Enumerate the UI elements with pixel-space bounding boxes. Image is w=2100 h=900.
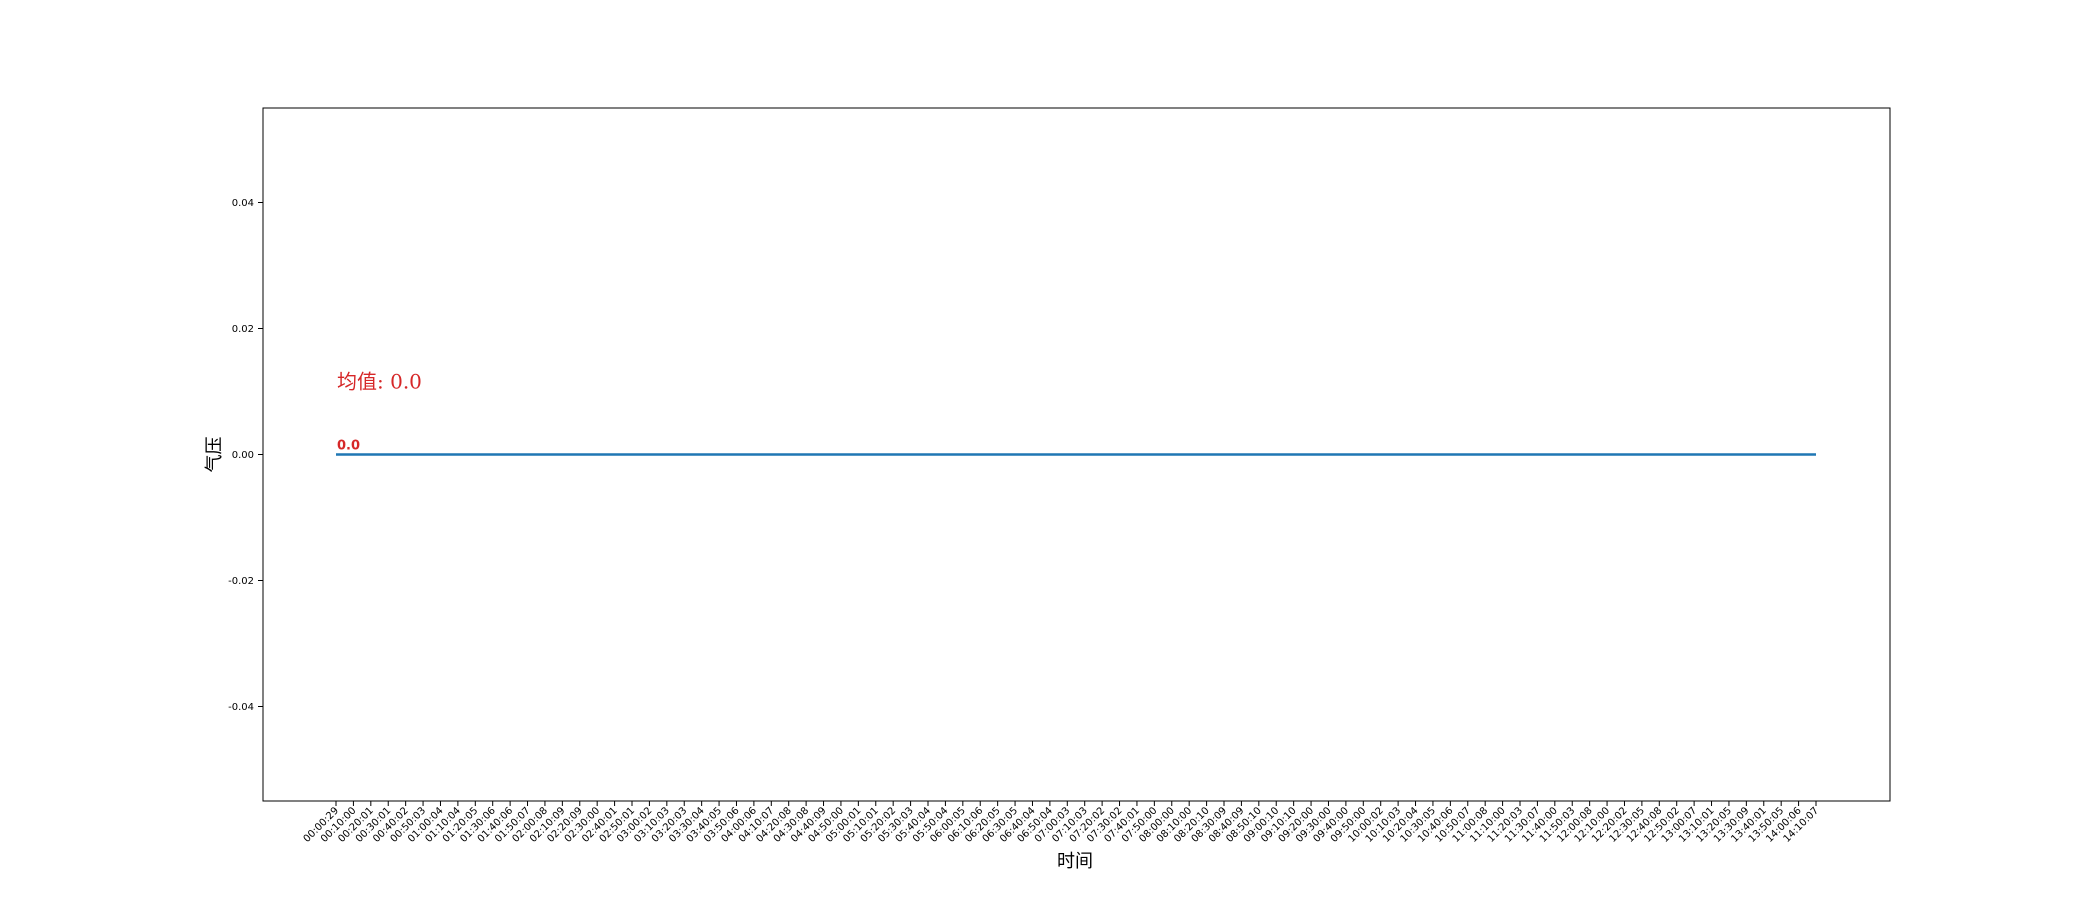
y-tick-label: 0.04 bbox=[232, 198, 254, 209]
y-tick-label: 0.00 bbox=[232, 450, 254, 461]
x-axis-title: 时间 bbox=[1057, 851, 1093, 872]
y-axis-title: 气压 bbox=[204, 437, 225, 473]
mean-annotation: 均值: 0.0 bbox=[337, 369, 422, 393]
annotation-layer: 均值: 0.0 0.0 bbox=[337, 369, 422, 453]
y-tick-label: -0.02 bbox=[228, 576, 254, 587]
y-tick-label: 0.02 bbox=[232, 324, 254, 335]
x-axis: 00:00:2900:10:0000:20:0100:30:0100:40:02… bbox=[302, 801, 1821, 845]
first-point-label: 0.0 bbox=[337, 439, 360, 454]
y-axis: -0.04 -0.02 0.00 0.02 0.04 bbox=[228, 198, 263, 713]
y-tick-label: -0.04 bbox=[228, 702, 254, 713]
